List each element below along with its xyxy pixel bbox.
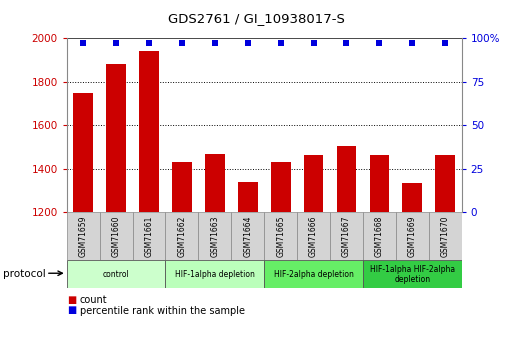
Point xyxy=(441,40,449,46)
Point xyxy=(79,40,87,46)
Point xyxy=(376,40,384,46)
Bar xyxy=(139,51,159,212)
Bar xyxy=(100,212,132,260)
Bar xyxy=(67,212,100,260)
Text: GSM71664: GSM71664 xyxy=(243,216,252,257)
Text: ■: ■ xyxy=(67,306,76,315)
Text: GSM71659: GSM71659 xyxy=(78,216,88,257)
Text: GSM71667: GSM71667 xyxy=(342,216,351,257)
Bar xyxy=(271,162,290,212)
Bar xyxy=(238,182,258,212)
Point xyxy=(211,40,219,46)
Point xyxy=(178,40,186,46)
Point xyxy=(112,40,120,46)
Bar xyxy=(165,260,264,288)
Text: GSM71661: GSM71661 xyxy=(145,216,153,257)
Bar xyxy=(264,260,363,288)
Bar xyxy=(396,212,429,260)
Point xyxy=(408,40,417,46)
Bar xyxy=(172,162,192,212)
Bar xyxy=(199,212,231,260)
Text: HIF-1alpha HIF-2alpha
depletion: HIF-1alpha HIF-2alpha depletion xyxy=(370,265,455,284)
Text: count: count xyxy=(80,295,107,305)
Point xyxy=(309,40,318,46)
Bar xyxy=(363,260,462,288)
Bar xyxy=(304,155,323,212)
Text: GSM71663: GSM71663 xyxy=(210,216,220,257)
Text: GSM71670: GSM71670 xyxy=(441,216,450,257)
Bar xyxy=(106,64,126,212)
Point xyxy=(277,40,285,46)
Text: GSM71665: GSM71665 xyxy=(276,216,285,257)
Text: control: control xyxy=(103,270,129,279)
Bar xyxy=(363,212,396,260)
Bar xyxy=(264,212,297,260)
Point xyxy=(244,40,252,46)
Text: GSM71669: GSM71669 xyxy=(408,216,417,257)
Bar xyxy=(297,212,330,260)
Bar xyxy=(330,212,363,260)
Bar xyxy=(67,260,165,288)
Text: HIF-1alpha depletion: HIF-1alpha depletion xyxy=(175,270,255,279)
Bar xyxy=(337,146,357,212)
Text: percentile rank within the sample: percentile rank within the sample xyxy=(80,306,245,315)
Bar xyxy=(436,155,455,212)
Bar xyxy=(369,155,389,212)
Text: HIF-2alpha depletion: HIF-2alpha depletion xyxy=(273,270,353,279)
Text: GSM71662: GSM71662 xyxy=(177,216,186,257)
Bar xyxy=(205,155,225,212)
Text: ■: ■ xyxy=(67,295,76,305)
Bar xyxy=(429,212,462,260)
Text: GSM71666: GSM71666 xyxy=(309,216,318,257)
Bar xyxy=(132,212,165,260)
Bar xyxy=(165,212,199,260)
Bar xyxy=(231,212,264,260)
Text: GSM71668: GSM71668 xyxy=(375,216,384,257)
Text: GSM71660: GSM71660 xyxy=(111,216,121,257)
Point xyxy=(342,40,350,46)
Text: protocol: protocol xyxy=(3,269,45,279)
Point xyxy=(145,40,153,46)
Bar xyxy=(73,93,93,212)
Text: GDS2761 / GI_10938017-S: GDS2761 / GI_10938017-S xyxy=(168,12,345,25)
Bar xyxy=(402,183,422,212)
